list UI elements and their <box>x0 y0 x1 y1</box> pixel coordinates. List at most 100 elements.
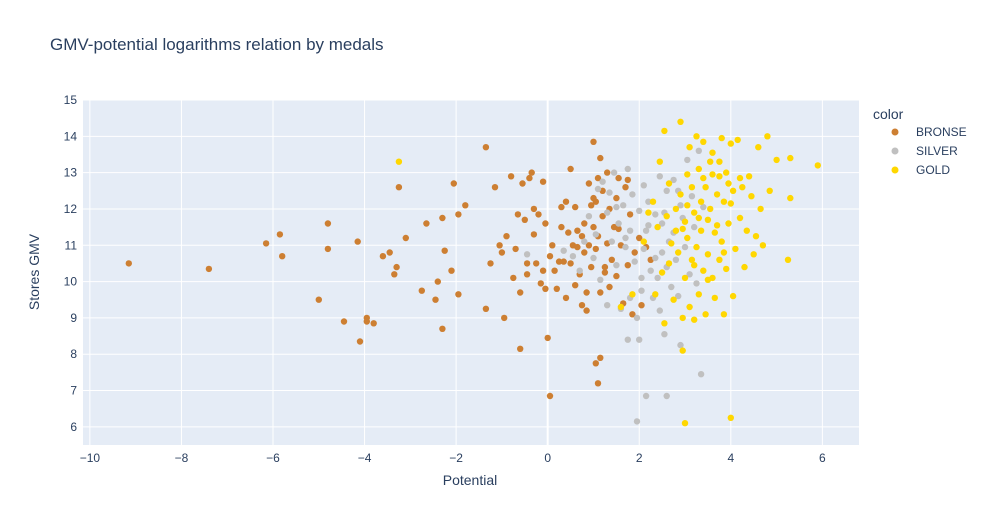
data-point[interactable] <box>558 223 565 231</box>
data-point[interactable] <box>423 220 430 227</box>
data-point[interactable] <box>675 292 682 300</box>
legend-item-silver[interactable]: SILVER <box>891 144 959 158</box>
data-point[interactable] <box>727 200 734 207</box>
data-point[interactable] <box>720 249 728 256</box>
data-point[interactable] <box>567 260 574 267</box>
data-point[interactable] <box>439 214 446 222</box>
data-point[interactable] <box>713 222 721 229</box>
data-point[interactable] <box>665 260 673 267</box>
data-point[interactable] <box>567 165 574 173</box>
data-point[interactable] <box>736 174 744 182</box>
data-point[interactable] <box>546 253 554 260</box>
data-point[interactable] <box>757 205 764 213</box>
data-point[interactable] <box>647 267 654 274</box>
data-point[interactable] <box>615 220 622 227</box>
data-point[interactable] <box>432 296 439 303</box>
data-point[interactable] <box>526 174 533 182</box>
data-point[interactable] <box>675 249 682 256</box>
data-point[interactable] <box>491 184 499 191</box>
data-point[interactable] <box>691 209 698 216</box>
data-point[interactable] <box>661 127 668 135</box>
data-point[interactable] <box>498 249 506 256</box>
data-point[interactable] <box>759 242 767 249</box>
data-point[interactable] <box>555 258 563 265</box>
data-point[interactable] <box>684 171 691 178</box>
data-point[interactable] <box>592 245 599 253</box>
data-point[interactable] <box>709 149 716 156</box>
data-point[interactable] <box>745 173 753 180</box>
data-point[interactable] <box>615 225 622 233</box>
data-point[interactable] <box>615 174 622 182</box>
data-point[interactable] <box>553 285 560 292</box>
data-point[interactable] <box>814 162 821 169</box>
data-point[interactable] <box>597 276 604 283</box>
data-point[interactable] <box>787 154 794 162</box>
data-point[interactable] <box>356 338 364 345</box>
data-point[interactable] <box>279 253 286 260</box>
data-point[interactable] <box>638 287 645 294</box>
data-point[interactable] <box>656 173 663 180</box>
data-point[interactable] <box>631 258 638 265</box>
data-point[interactable] <box>588 263 595 271</box>
data-point[interactable] <box>677 202 684 209</box>
data-point[interactable] <box>549 242 556 249</box>
data-point[interactable] <box>482 144 490 151</box>
data-point[interactable] <box>700 174 707 182</box>
data-point[interactable] <box>624 336 631 343</box>
data-point[interactable] <box>546 392 554 400</box>
data-point[interactable] <box>629 291 636 298</box>
data-point[interactable] <box>691 223 698 231</box>
data-point[interactable] <box>642 227 650 234</box>
data-point[interactable] <box>205 265 213 273</box>
data-point[interactable] <box>402 234 409 242</box>
data-point[interactable] <box>613 194 620 202</box>
data-point[interactable] <box>519 180 526 187</box>
data-point[interactable] <box>727 414 734 421</box>
data-point[interactable] <box>713 191 721 198</box>
data-point[interactable] <box>672 227 680 234</box>
data-point[interactable] <box>642 392 650 400</box>
data-point[interactable] <box>604 209 611 216</box>
data-point[interactable] <box>633 314 641 322</box>
data-point[interactable] <box>434 278 441 285</box>
data-point[interactable] <box>599 178 606 185</box>
data-point[interactable] <box>668 283 675 291</box>
data-point[interactable] <box>565 229 572 236</box>
data-point[interactable] <box>679 314 686 322</box>
data-point[interactable] <box>707 205 714 213</box>
data-point[interactable] <box>517 289 524 296</box>
data-point[interactable] <box>629 191 636 198</box>
data-point[interactable] <box>752 233 760 240</box>
data-point[interactable] <box>613 203 620 211</box>
data-point[interactable] <box>636 207 643 214</box>
data-point[interactable] <box>695 165 702 173</box>
data-point[interactable] <box>766 187 773 194</box>
data-point[interactable] <box>727 140 734 147</box>
data-point[interactable] <box>686 271 693 278</box>
data-point[interactable] <box>663 187 670 194</box>
data-point[interactable] <box>677 341 684 349</box>
data-point[interactable] <box>574 227 581 234</box>
data-point[interactable] <box>523 271 531 278</box>
data-point[interactable] <box>654 223 661 231</box>
data-point[interactable] <box>725 220 732 227</box>
data-point[interactable] <box>773 156 780 164</box>
data-point[interactable] <box>544 334 551 342</box>
data-point[interactable] <box>487 260 494 267</box>
data-point[interactable] <box>681 218 689 225</box>
data-point[interactable] <box>354 238 361 245</box>
data-point[interactable] <box>599 213 606 220</box>
data-point[interactable] <box>439 325 446 332</box>
data-point[interactable] <box>581 220 588 227</box>
data-point[interactable] <box>656 158 663 165</box>
data-point[interactable] <box>537 280 544 287</box>
data-point[interactable] <box>617 303 625 311</box>
data-point[interactable] <box>725 180 732 187</box>
data-point[interactable] <box>631 249 638 256</box>
data-point[interactable] <box>652 291 659 298</box>
data-point[interactable] <box>695 214 702 222</box>
data-point[interactable] <box>521 216 528 223</box>
data-point[interactable] <box>684 156 691 164</box>
data-point[interactable] <box>736 214 744 222</box>
data-point[interactable] <box>613 262 620 269</box>
